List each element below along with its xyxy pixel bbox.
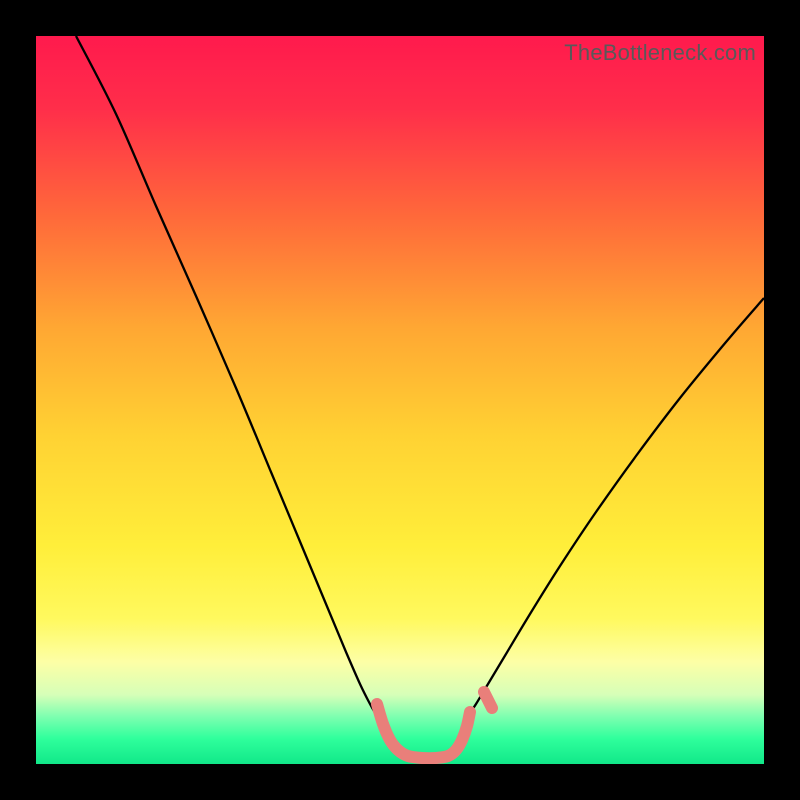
optimal-region-marker-tick <box>484 692 492 708</box>
curve-right-arm <box>468 298 764 716</box>
optimal-region-marker <box>377 704 470 758</box>
watermark-text: TheBottleneck.com <box>564 40 756 66</box>
curve-left-arm <box>76 36 377 716</box>
plot-area: TheBottleneck.com <box>36 36 764 764</box>
curves-layer <box>36 36 764 764</box>
chart-frame: TheBottleneck.com <box>0 0 800 800</box>
